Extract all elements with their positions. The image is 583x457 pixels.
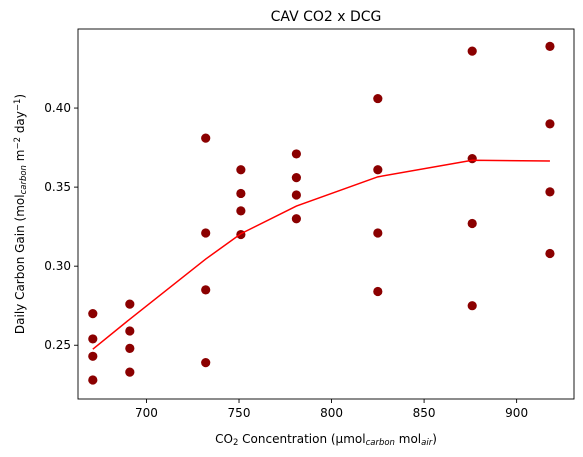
data-point — [467, 154, 477, 164]
data-point — [373, 165, 383, 175]
plot-area — [88, 41, 555, 385]
data-point — [545, 41, 555, 51]
data-point — [236, 165, 246, 175]
y-tick-label: 0.25 — [44, 338, 71, 352]
data-point — [236, 188, 246, 199]
data-point — [373, 228, 383, 238]
data-point — [125, 326, 135, 336]
data-point — [545, 187, 555, 197]
data-point — [291, 149, 301, 159]
data-point — [88, 334, 98, 344]
x-tick-label: 900 — [505, 406, 528, 420]
data-point — [88, 351, 98, 361]
x-tick-label: 800 — [320, 406, 343, 420]
x-tick-label: 850 — [413, 406, 436, 420]
y-tick-label: 0.35 — [44, 180, 71, 194]
data-point — [201, 133, 211, 143]
data-point — [373, 93, 383, 104]
data-point — [291, 173, 301, 183]
data-point — [545, 248, 555, 259]
data-point — [291, 214, 301, 224]
fit-line — [92, 159, 550, 350]
data-point — [373, 286, 383, 297]
data-point — [545, 119, 555, 129]
data-point — [125, 299, 135, 309]
data-point — [467, 218, 477, 229]
data-point — [201, 285, 211, 295]
data-point — [467, 46, 477, 56]
axes-frame — [77, 28, 575, 400]
data-point — [236, 206, 246, 216]
data-point — [201, 228, 211, 238]
data-point — [291, 190, 301, 200]
data-point — [88, 375, 98, 385]
y-axis-title: Daily Carbon Gain (molcarbon m−2 day−1) — [13, 94, 29, 334]
y-tick-label: 0.40 — [44, 101, 71, 115]
x-axis-title: CO2 Concentration (µmolcarbon molair) — [215, 432, 437, 448]
data-point — [88, 309, 98, 319]
x-tick-label: 750 — [228, 406, 251, 420]
axes: 700 750 800 850 900 0.25 0.30 0.35 0.40 — [44, 28, 575, 420]
x-tick-label: 700 — [135, 406, 158, 420]
y-tick-label: 0.30 — [44, 259, 71, 273]
data-point — [125, 343, 135, 354]
chart-title: CAV CO2 x DCG — [271, 9, 382, 25]
data-point — [201, 358, 211, 368]
data-point — [467, 301, 477, 311]
data-point — [125, 367, 135, 377]
